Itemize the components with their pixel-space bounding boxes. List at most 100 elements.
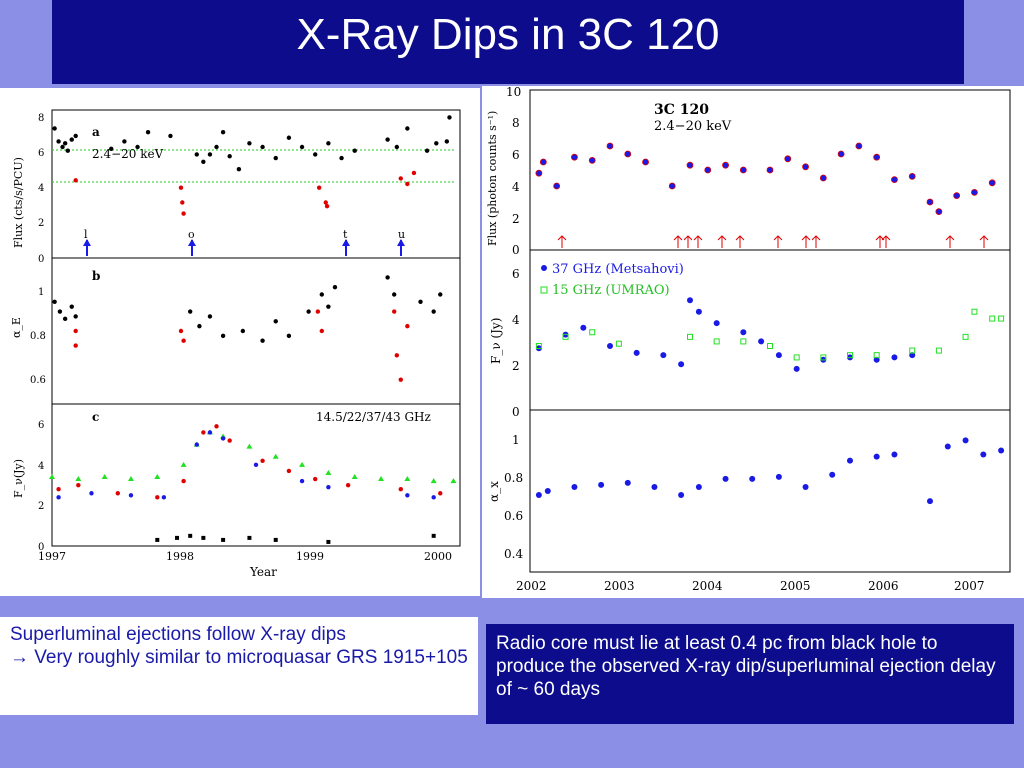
right-bottom-series-0-point-2 (571, 483, 578, 490)
right-middle-series-0-point-11 (758, 338, 765, 345)
right-top-series-0-point-15 (802, 163, 809, 171)
right-top-series-0-point-9 (686, 161, 694, 169)
marker-label-t: t (343, 228, 348, 241)
c-series-0-point-15 (404, 476, 411, 482)
b-series-1-point-2 (178, 328, 184, 334)
right-middle-series-0-point-10 (740, 329, 747, 336)
c-series-0-point-14 (378, 476, 385, 482)
c-series-2-point-6 (220, 436, 226, 441)
a-series-0-point-32 (434, 141, 439, 146)
a-series-0-point-4 (65, 148, 70, 153)
a-series-0-point-2 (60, 144, 65, 150)
right-bottom-series-0-point-11 (802, 483, 809, 490)
right-top-series-0-point-12 (739, 166, 747, 174)
right-middle-series-1-point-5 (713, 338, 720, 345)
panel-b-ytick: 1 (38, 287, 44, 298)
a-series-0-point-26 (339, 155, 344, 161)
b-series-1-point-0 (73, 328, 78, 334)
right-middle-ytick: 4 (512, 313, 520, 327)
right-middle-series-0-point-5 (660, 352, 667, 359)
right-top-ytick: 0 (512, 243, 520, 257)
right-middle-series-0-point-13 (793, 365, 800, 372)
right-middle-series-1-point-1 (562, 333, 569, 340)
a-series-0-point-28 (385, 137, 390, 142)
a-series-0-point-7 (109, 146, 114, 152)
right-top-series-0-point-10 (704, 166, 712, 174)
right-middle-series-0-point-9 (713, 320, 720, 327)
c-series-2-point-10 (405, 493, 410, 498)
right-top-series-0-point-4 (588, 157, 596, 164)
a-series-0-point-10 (145, 130, 151, 135)
right-xtick: 2007 (954, 579, 985, 593)
right-bottom-ytick: 1 (512, 433, 520, 447)
right-top-series-0-point-13 (766, 166, 774, 174)
c-series-1-point-9 (286, 468, 292, 474)
c-series-1-point-1 (76, 482, 81, 488)
right-top-series-0-point-19 (873, 153, 881, 161)
c-series-2-point-4 (194, 442, 199, 447)
right-top-ytick: 10 (506, 86, 521, 99)
right-bottom-series-0-point-1 (544, 488, 551, 494)
right-middle-series-0-point-3 (607, 343, 613, 349)
c-series-0-point-16 (430, 478, 437, 484)
panel-a-ytick: 0 (38, 254, 44, 265)
a-series-1-point-7 (398, 176, 403, 181)
right-bottom-series-0-point-9 (749, 475, 756, 482)
right-top-series-0-point-25 (971, 189, 978, 196)
a-series-0-point-23 (299, 144, 305, 150)
right-data-points (535, 142, 1005, 505)
a-series-0-point-29 (394, 144, 400, 150)
b-series-0-point-13 (306, 309, 311, 314)
right-top-series-0-point-0 (535, 169, 543, 177)
panel-a-ytick: 2 (38, 218, 44, 229)
right-top-title-1: 3C 120 (654, 102, 709, 118)
a-series-0-point-5 (69, 137, 74, 142)
right-top-ytick: 4 (512, 180, 520, 194)
c-series-2-point-2 (128, 493, 134, 498)
right-top-series-0-point-11 (722, 161, 729, 169)
c-series-1-point-13 (438, 491, 443, 496)
c-series-0-point-5 (180, 461, 187, 467)
b-series-1-point-6 (391, 309, 397, 314)
right-middle-series-1-point-13 (935, 347, 942, 354)
right-top-series-0-point-1 (539, 158, 547, 166)
c-series-0-point-1 (75, 476, 82, 482)
c-series-3-point-2 (188, 533, 193, 538)
right-bottom-series-0-point-13 (847, 457, 853, 464)
right-middle-series-1-point-9 (820, 354, 827, 361)
legend-15ghz: 15 GHz (UMRAO) (552, 283, 670, 298)
c-series-2-point-8 (299, 478, 305, 484)
c-series-3-point-8 (431, 533, 436, 538)
c-series-2-point-11 (431, 495, 436, 500)
right-figure: 3C 120 2.4−20 keV Flux (photon counts s⁻… (482, 85, 1024, 598)
right-bottom-series-0-point-7 (695, 483, 702, 490)
c-series-2-point-1 (89, 491, 94, 496)
a-series-1-point-0 (73, 178, 78, 183)
b-series-0-point-1 (57, 309, 63, 314)
caption-left: Superluminal ejections follow X-ray dips… (0, 617, 478, 715)
a-series-0-point-8 (122, 139, 127, 144)
c-series-0-point-0 (49, 474, 55, 480)
a-series-0-point-9 (135, 144, 140, 150)
right-middle-series-1-point-2 (589, 329, 596, 336)
right-bottom-series-0-point-0 (535, 492, 542, 499)
right-middle-series-1-point-8 (793, 354, 800, 361)
b-series-0-point-2 (62, 316, 68, 322)
caption-left-line1: Superluminal ejections follow X-ray dips (10, 624, 346, 645)
right-bottom-series-0-point-3 (598, 481, 605, 488)
a-series-0-point-16 (220, 130, 226, 135)
right-middle-ytick: 2 (512, 359, 520, 373)
a-series-0-point-12 (194, 152, 199, 157)
c-series-1-point-0 (56, 487, 61, 492)
c-series-1-point-6 (214, 424, 219, 429)
b-series-1-point-4 (315, 309, 321, 314)
a-series-0-point-33 (444, 139, 450, 144)
right-middle-series-1-point-14 (962, 333, 969, 340)
caption-right: Radio core must lie at least 0.4 pc from… (486, 624, 1014, 724)
right-bottom-series-0-point-18 (962, 437, 969, 444)
right-top-series-0-point-5 (606, 142, 614, 150)
a-series-0-point-31 (424, 148, 430, 153)
right-middle-series-0-point-8 (695, 308, 702, 315)
marker-arrow-u (397, 239, 405, 256)
left-xtick: 2000 (424, 550, 452, 563)
